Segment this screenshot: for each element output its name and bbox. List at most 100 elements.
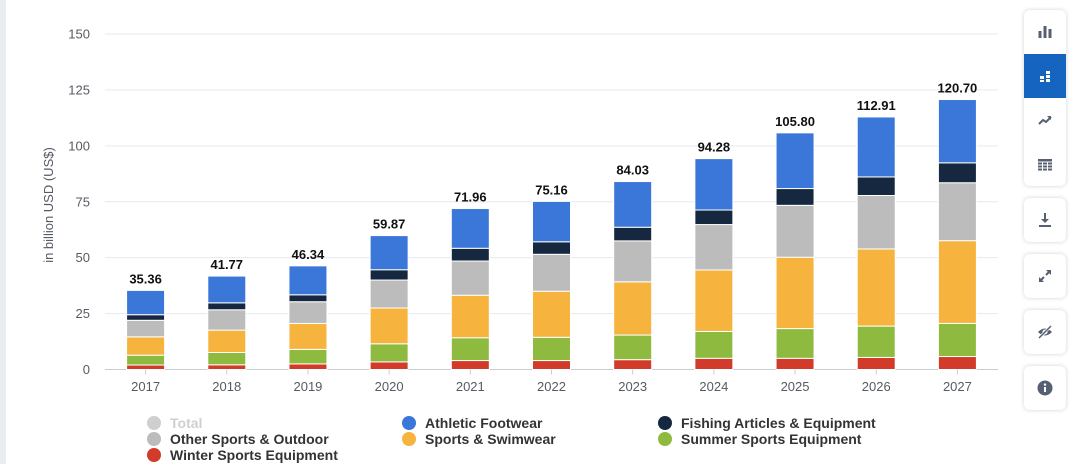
legend-dot-athletic-footwear bbox=[402, 416, 416, 430]
bar-segment[interactable] bbox=[937, 99, 977, 164]
bar-segment[interactable] bbox=[694, 158, 734, 211]
bar-segment[interactable] bbox=[207, 309, 247, 331]
bar-segment[interactable] bbox=[288, 363, 328, 370]
bar-segment[interactable] bbox=[613, 240, 653, 283]
bar-segment[interactable] bbox=[532, 253, 571, 292]
bar-segment[interactable] bbox=[207, 352, 247, 366]
legend-item-winter-sports[interactable]: Winter Sports Equipment bbox=[147, 447, 338, 463]
x-tick-label: 2018 bbox=[212, 379, 241, 394]
bar-segment[interactable] bbox=[288, 294, 328, 303]
legend-item-sports-swimwear[interactable]: Sports & Swimwear bbox=[402, 431, 556, 447]
x-tick-label: 2024 bbox=[699, 379, 728, 394]
bar-segment[interactable] bbox=[694, 224, 734, 271]
total-label: 46.34 bbox=[292, 247, 325, 262]
bar-segment[interactable] bbox=[369, 269, 409, 281]
y-axis-label: in billion USD (US$) bbox=[41, 147, 56, 263]
bar-segment[interactable] bbox=[775, 188, 815, 206]
bar-segment[interactable] bbox=[532, 336, 571, 362]
bar-segment[interactable] bbox=[937, 182, 977, 242]
bar-segment[interactable] bbox=[937, 356, 977, 371]
bar-segment[interactable] bbox=[532, 290, 571, 338]
bar-segment[interactable] bbox=[856, 176, 896, 196]
legend-item-fishing[interactable]: Fishing Articles & Equipment bbox=[658, 415, 876, 431]
bar-segment[interactable] bbox=[369, 235, 409, 271]
bar-segment[interactable] bbox=[450, 208, 490, 249]
bar-segment[interactable] bbox=[775, 256, 815, 330]
left-edge-strip bbox=[0, 0, 6, 464]
bar-segment[interactable] bbox=[126, 319, 166, 338]
download-button[interactable] bbox=[1024, 198, 1066, 242]
bar-segment[interactable] bbox=[856, 356, 896, 370]
bar-segment[interactable] bbox=[775, 204, 815, 258]
bar-segment[interactable] bbox=[613, 281, 653, 336]
legend-item-athletic-footwear[interactable]: Athletic Footwear bbox=[402, 415, 542, 431]
y-tick-label: 75 bbox=[76, 194, 90, 209]
bar-segment[interactable] bbox=[450, 260, 490, 296]
bar-segment[interactable] bbox=[450, 247, 490, 262]
bar-segment[interactable] bbox=[207, 275, 247, 304]
chart-toolbar bbox=[1024, 10, 1066, 422]
hide-button[interactable] bbox=[1024, 310, 1066, 354]
legend-item-summer-sports[interactable]: Summer Sports Equipment bbox=[658, 431, 861, 447]
bar-segment[interactable] bbox=[856, 248, 896, 327]
bar-segment[interactable] bbox=[288, 322, 328, 350]
bar-segment[interactable] bbox=[450, 360, 490, 371]
bar-segment[interactable] bbox=[288, 348, 328, 365]
stacked-bar-chart: 0 25 50 75 100 125 150 2017 2018 2019 2020 2021 202… bbox=[41, 27, 998, 394]
bar-segment[interactable] bbox=[369, 279, 409, 309]
fullscreen-button[interactable] bbox=[1024, 254, 1066, 298]
info-button[interactable] bbox=[1024, 366, 1066, 410]
bar-segment[interactable] bbox=[288, 265, 328, 296]
bar-segment[interactable] bbox=[450, 337, 490, 362]
bar-segment[interactable] bbox=[694, 269, 734, 332]
bar-segment[interactable] bbox=[613, 226, 653, 242]
legend-dot-total bbox=[147, 416, 161, 430]
table-button[interactable] bbox=[1024, 142, 1066, 186]
bar-segment[interactable] bbox=[694, 330, 734, 359]
bar-segment[interactable] bbox=[532, 360, 571, 371]
bar-segment[interactable] bbox=[369, 343, 409, 363]
bar-segment[interactable] bbox=[207, 302, 247, 311]
bar-segment[interactable] bbox=[775, 132, 815, 190]
bar-segment[interactable] bbox=[450, 294, 490, 339]
legend-item-total[interactable]: Total bbox=[147, 415, 202, 431]
trend-line-button[interactable] bbox=[1024, 98, 1066, 142]
bar-segment[interactable] bbox=[369, 361, 409, 370]
bar-segment[interactable] bbox=[207, 364, 247, 371]
stacked-bar-button[interactable] bbox=[1024, 54, 1066, 98]
bar-segment[interactable] bbox=[694, 209, 734, 226]
legend-item-other-sports[interactable]: Other Sports & Outdoor bbox=[147, 431, 329, 447]
bar-segment[interactable] bbox=[126, 314, 166, 321]
bar-segment[interactable] bbox=[207, 329, 247, 354]
bar-segment[interactable] bbox=[937, 240, 977, 324]
bar-segment[interactable] bbox=[937, 322, 977, 358]
bar-segment[interactable] bbox=[937, 162, 977, 184]
bar-segment[interactable] bbox=[613, 334, 653, 361]
bar-segment[interactable] bbox=[856, 325, 896, 358]
legend-label: Summer Sports Equipment bbox=[681, 431, 862, 447]
x-tick-label: 2023 bbox=[618, 379, 647, 394]
bar-segment[interactable] bbox=[775, 357, 815, 371]
bar-segment[interactable] bbox=[126, 364, 166, 371]
bar-segment[interactable] bbox=[369, 307, 409, 345]
bar-segment[interactable] bbox=[856, 116, 896, 178]
fullscreen-group bbox=[1024, 254, 1066, 298]
bar-segment[interactable] bbox=[856, 194, 896, 250]
x-tick-label: 2019 bbox=[293, 379, 322, 394]
bar-segment[interactable] bbox=[288, 301, 328, 324]
bar-segment[interactable] bbox=[126, 336, 166, 356]
bar-segment[interactable] bbox=[532, 241, 571, 255]
bar-chart-button[interactable] bbox=[1024, 10, 1066, 54]
bar-segment[interactable] bbox=[613, 181, 653, 228]
bar-segment[interactable] bbox=[775, 328, 815, 359]
hide-icon bbox=[1037, 324, 1053, 340]
total-label: 35.36 bbox=[129, 271, 162, 286]
bar-segment[interactable] bbox=[694, 357, 734, 371]
bar-chart-icon bbox=[1038, 26, 1052, 38]
bar-segment[interactable] bbox=[532, 200, 571, 243]
fullscreen-icon bbox=[1039, 270, 1051, 282]
bar-segment[interactable] bbox=[126, 289, 166, 316]
bar-segment[interactable] bbox=[613, 359, 653, 370]
total-label: 71.96 bbox=[454, 190, 487, 205]
bar-segment[interactable] bbox=[126, 354, 166, 366]
